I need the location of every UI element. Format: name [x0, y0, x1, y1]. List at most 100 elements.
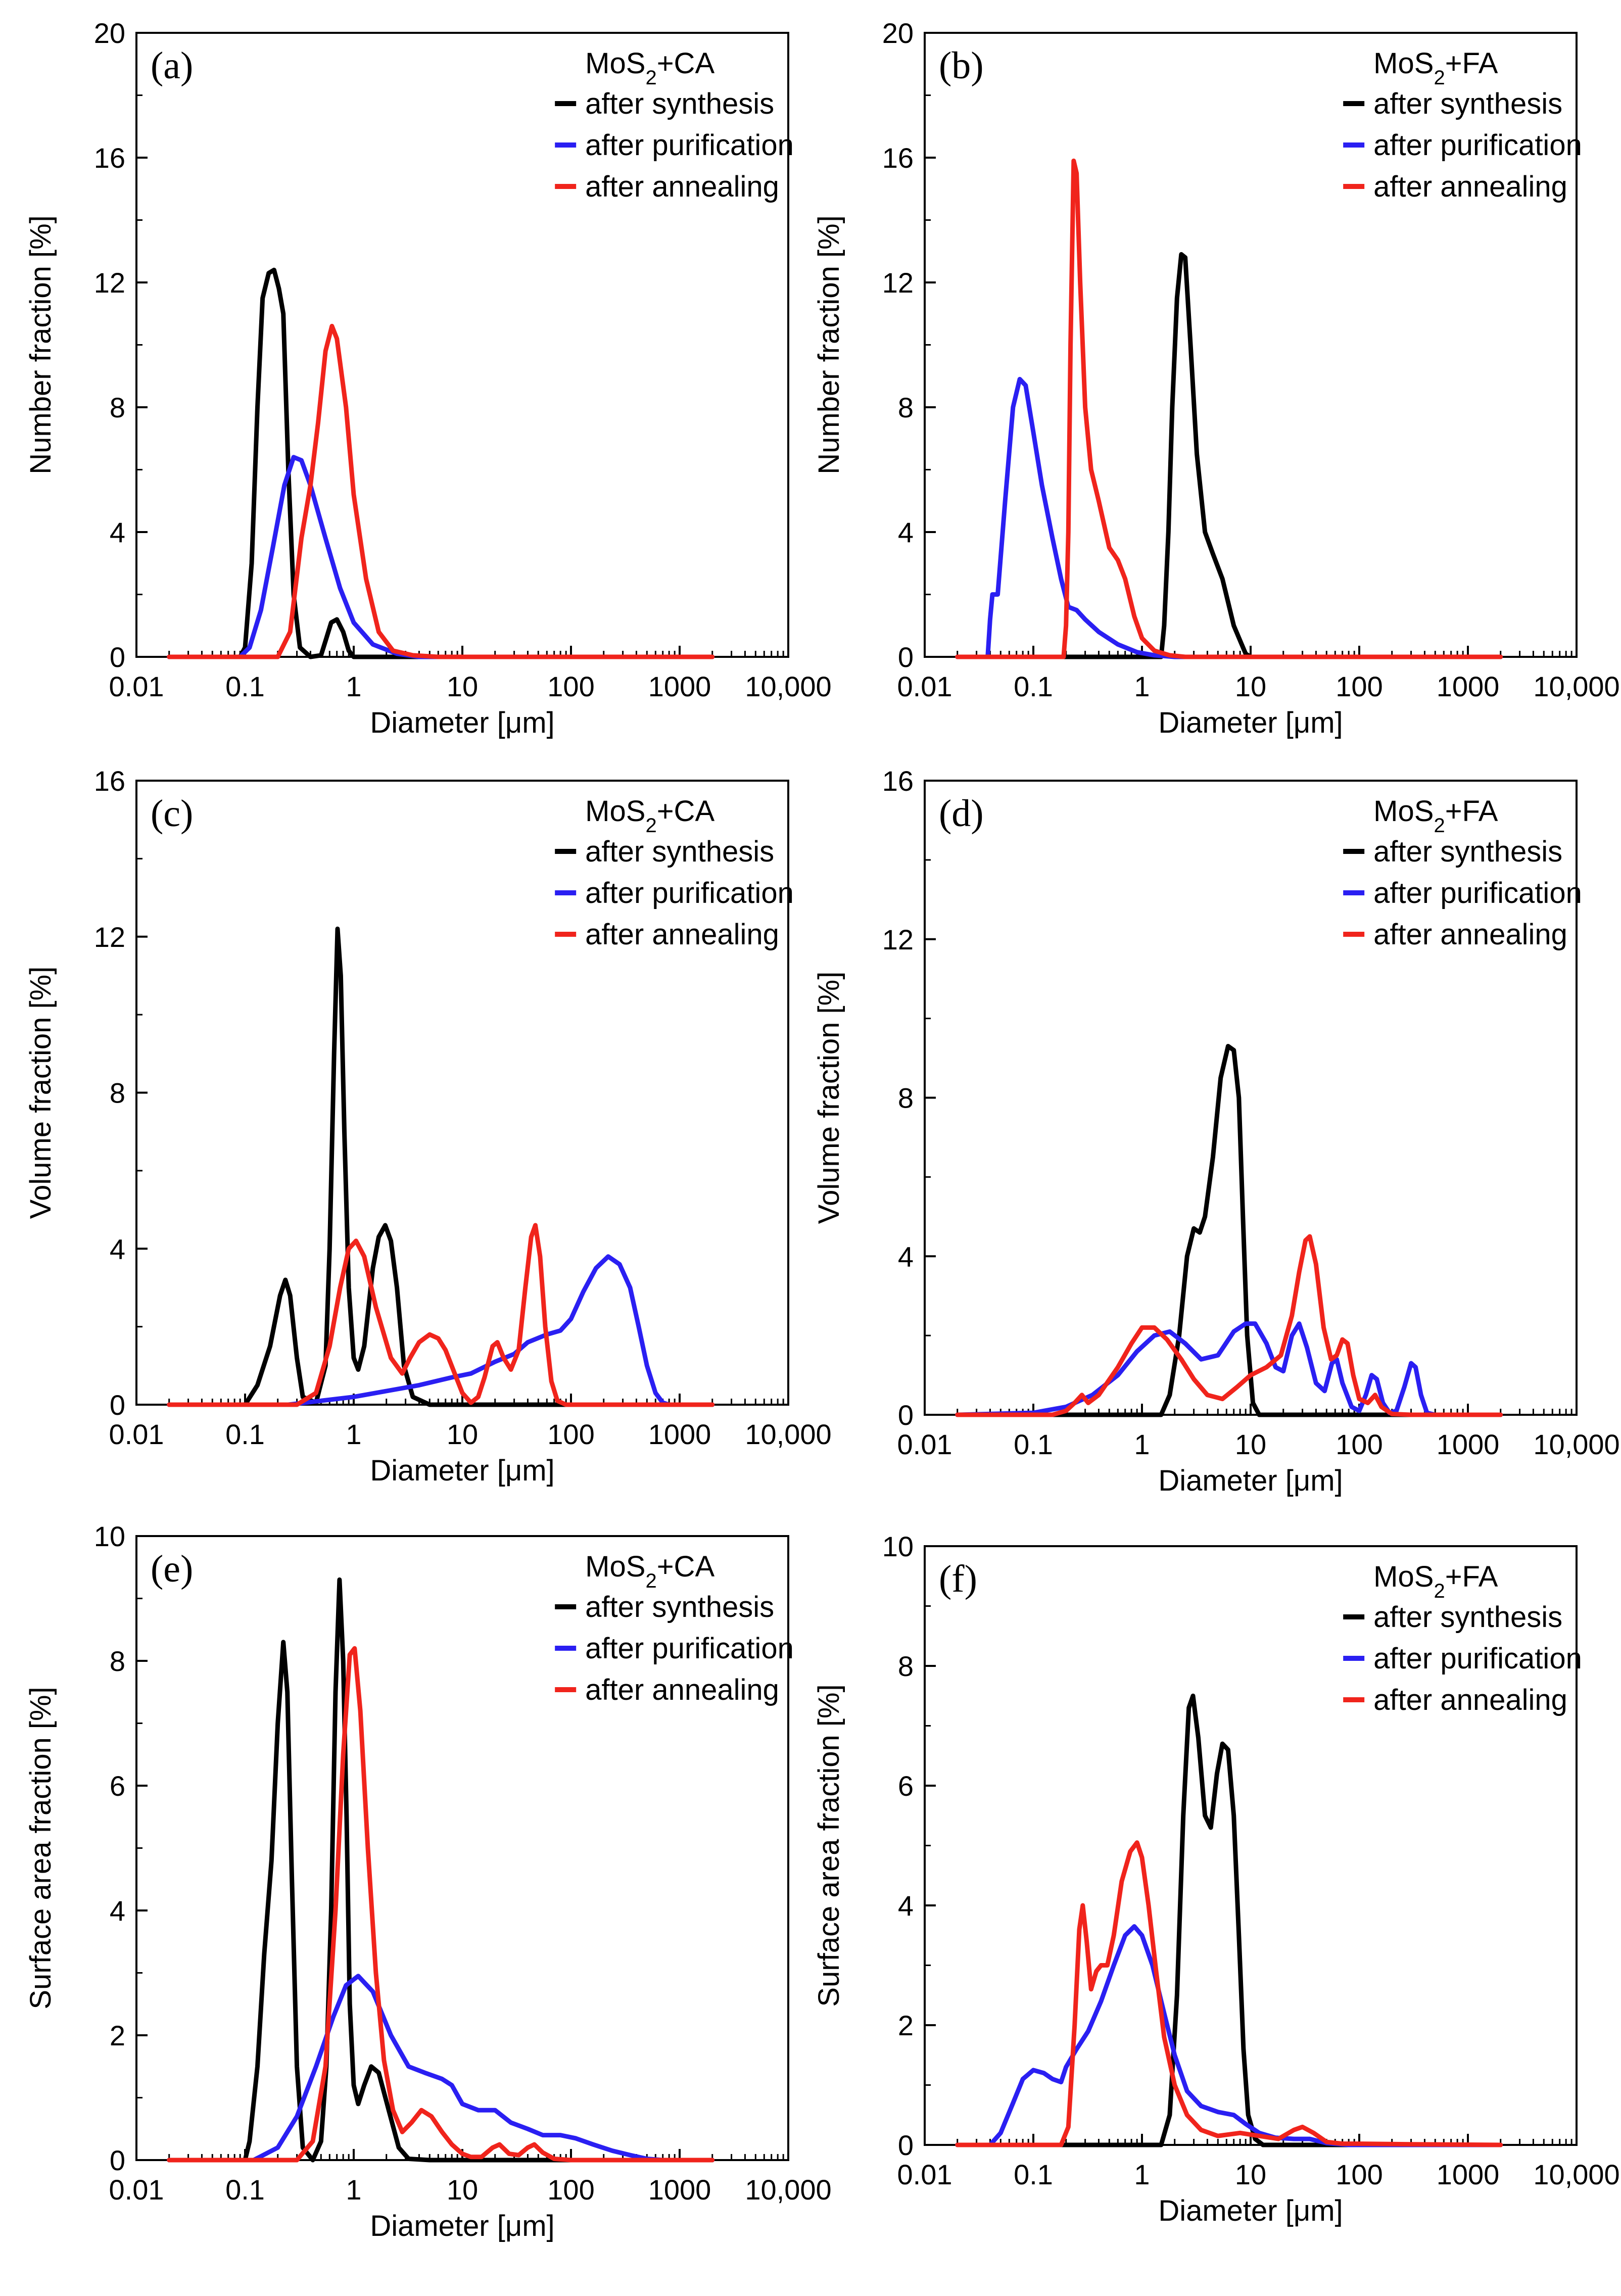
legend-label: after purification: [1373, 1642, 1582, 1675]
legend-title: MoS2+CA: [585, 1550, 714, 1592]
legend-title: MoS2+FA: [1373, 1560, 1498, 1602]
legend-label: after synthesis: [585, 87, 774, 120]
x-axis-title: Diameter [μm]: [370, 2210, 554, 2242]
y-tick-label: 8: [110, 1645, 125, 1677]
legend-label: after annealing: [1373, 1684, 1567, 1716]
y-tick-label: 4: [110, 516, 125, 548]
y-tick-label: 16: [94, 142, 125, 174]
y-tick-label: 4: [110, 1233, 125, 1265]
y-tick-label: 16: [882, 765, 914, 797]
panel-c: 0.01 0.1 1 10 100 1000 10,000 0 4 8 12 16 Diameter […: [24, 765, 832, 1487]
legend-entry-after-synthesis: after synthesis: [555, 835, 774, 868]
y-tick-label: 8: [898, 1650, 914, 1682]
y-tick-label: 4: [898, 1240, 914, 1272]
series-line-after-synthesis: [167, 926, 715, 1407]
x-tick-label: 0.1: [225, 1418, 265, 1450]
x-tick-label: 1: [1134, 2159, 1150, 2190]
x-tick-label: 10: [447, 1418, 478, 1450]
x-tick-label: 100: [547, 671, 594, 702]
legend-entry-after-synthesis: after synthesis: [555, 87, 774, 120]
x-tick-label: 1000: [1437, 671, 1500, 702]
y-tick-label: 12: [882, 924, 914, 955]
legend-entry-after-annealing: after annealing: [555, 170, 779, 203]
legend-label: after synthesis: [585, 835, 774, 868]
series-line-after-purification: [167, 455, 715, 659]
series-line-after-synthesis: [167, 267, 715, 659]
legend-entry-after-purification: after purification: [1343, 1642, 1582, 1675]
panel-f: 0.01 0.1 1 10 100 1000 10,000 0 2 4 6 8 10 Diameter […: [813, 1530, 1620, 2227]
y-tick-label: 20: [94, 17, 125, 49]
panel-label: (a): [151, 44, 193, 87]
y-tick-label: 8: [898, 392, 914, 423]
y-axis-title: Surface area fraction [%]: [24, 1687, 57, 2009]
legend-label: after annealing: [1373, 918, 1567, 951]
series-line-after-purification: [167, 1974, 715, 2163]
x-axis-title: Diameter [μm]: [370, 1454, 554, 1487]
legend-entry-after-synthesis: after synthesis: [555, 1591, 774, 1623]
legend-entry-after-annealing: after annealing: [1343, 1684, 1567, 1716]
y-tick-label: 12: [94, 267, 125, 299]
series-line-after-annealing: [167, 323, 715, 659]
x-tick-label: 1000: [648, 671, 711, 702]
y-tick-label: 16: [882, 142, 914, 174]
y-tick-label: 0: [898, 641, 914, 673]
x-tick-label: 1: [1134, 671, 1150, 702]
x-tick-label: 0.1: [1014, 1428, 1053, 1460]
plot-frame: [135, 1535, 789, 2161]
y-axis-title: Number fraction [%]: [813, 215, 845, 474]
legend-entry-after-annealing: after annealing: [1343, 170, 1567, 203]
plot-frame: [924, 32, 1578, 658]
x-tick-label: 10,000: [1533, 671, 1619, 702]
y-tick-label: 12: [94, 921, 125, 953]
x-tick-label: 10: [1235, 2159, 1266, 2190]
x-tick-label: 0.01: [109, 1418, 164, 1450]
y-tick-label: 20: [882, 17, 914, 49]
legend-label: after purification: [585, 129, 794, 162]
legend-title: MoS2+CA: [585, 47, 714, 89]
legend-label: after purification: [1373, 129, 1582, 162]
y-tick-label: 4: [898, 1890, 914, 1922]
legend-label: after synthesis: [1373, 87, 1562, 120]
y-axis-title: Volume fraction [%]: [24, 967, 57, 1219]
y-tick-label: 10: [882, 1530, 914, 1562]
x-tick-label: 10: [447, 2174, 478, 2206]
x-tick-label: 100: [547, 2174, 594, 2206]
x-axis-title: Diameter [μm]: [1158, 2194, 1343, 2227]
series-line-after-purification: [167, 1254, 715, 1407]
y-tick-label: 4: [898, 516, 914, 548]
plot-frame: [135, 780, 789, 1406]
x-tick-label: 0.01: [897, 2159, 952, 2190]
y-tick-label: 10: [94, 1520, 125, 1552]
legend-label: after annealing: [1373, 170, 1567, 203]
y-tick-label: 8: [110, 392, 125, 423]
panel-label: (b): [939, 44, 984, 87]
legend-label: after purification: [585, 1632, 794, 1665]
x-tick-label: 0.01: [109, 2174, 164, 2206]
y-tick-label: 8: [110, 1077, 125, 1109]
x-axis-title: Diameter [μm]: [1158, 1464, 1343, 1497]
y-tick-label: 0: [110, 1389, 125, 1421]
x-axis-title: Diameter [μm]: [1158, 706, 1343, 739]
legend-entry-after-synthesis: after synthesis: [1343, 87, 1562, 120]
x-tick-label: 1000: [648, 2174, 711, 2206]
x-tick-label: 0.01: [897, 671, 952, 702]
x-tick-label: 10,000: [745, 1418, 831, 1450]
legend-title: MoS2+FA: [1373, 47, 1498, 89]
legend-entry-after-annealing: after annealing: [555, 918, 779, 951]
legend-entry-after-purification: after purification: [1343, 877, 1582, 910]
legend-entry-after-annealing: after annealing: [1343, 918, 1567, 951]
legend-entry-after-purification: after purification: [555, 1632, 794, 1665]
x-tick-label: 100: [1336, 671, 1382, 702]
y-tick-label: 2: [110, 2020, 125, 2051]
series-line-after-annealing: [955, 1234, 1503, 1417]
panel-e: 0.01 0.1 1 10 100 1000 10,000 0 2 4 6 8 10 Diameter […: [24, 1520, 832, 2242]
y-axis-title: Volume fraction [%]: [813, 972, 845, 1224]
y-tick-label: 0: [110, 641, 125, 673]
y-tick-label: 6: [110, 1770, 125, 1802]
y-tick-label: 2: [898, 2010, 914, 2041]
series-line-after-annealing: [955, 158, 1503, 659]
y-axis-title: Surface area fraction [%]: [813, 1684, 845, 2006]
legend-label: after synthesis: [1373, 835, 1562, 868]
x-tick-label: 10: [447, 671, 478, 702]
